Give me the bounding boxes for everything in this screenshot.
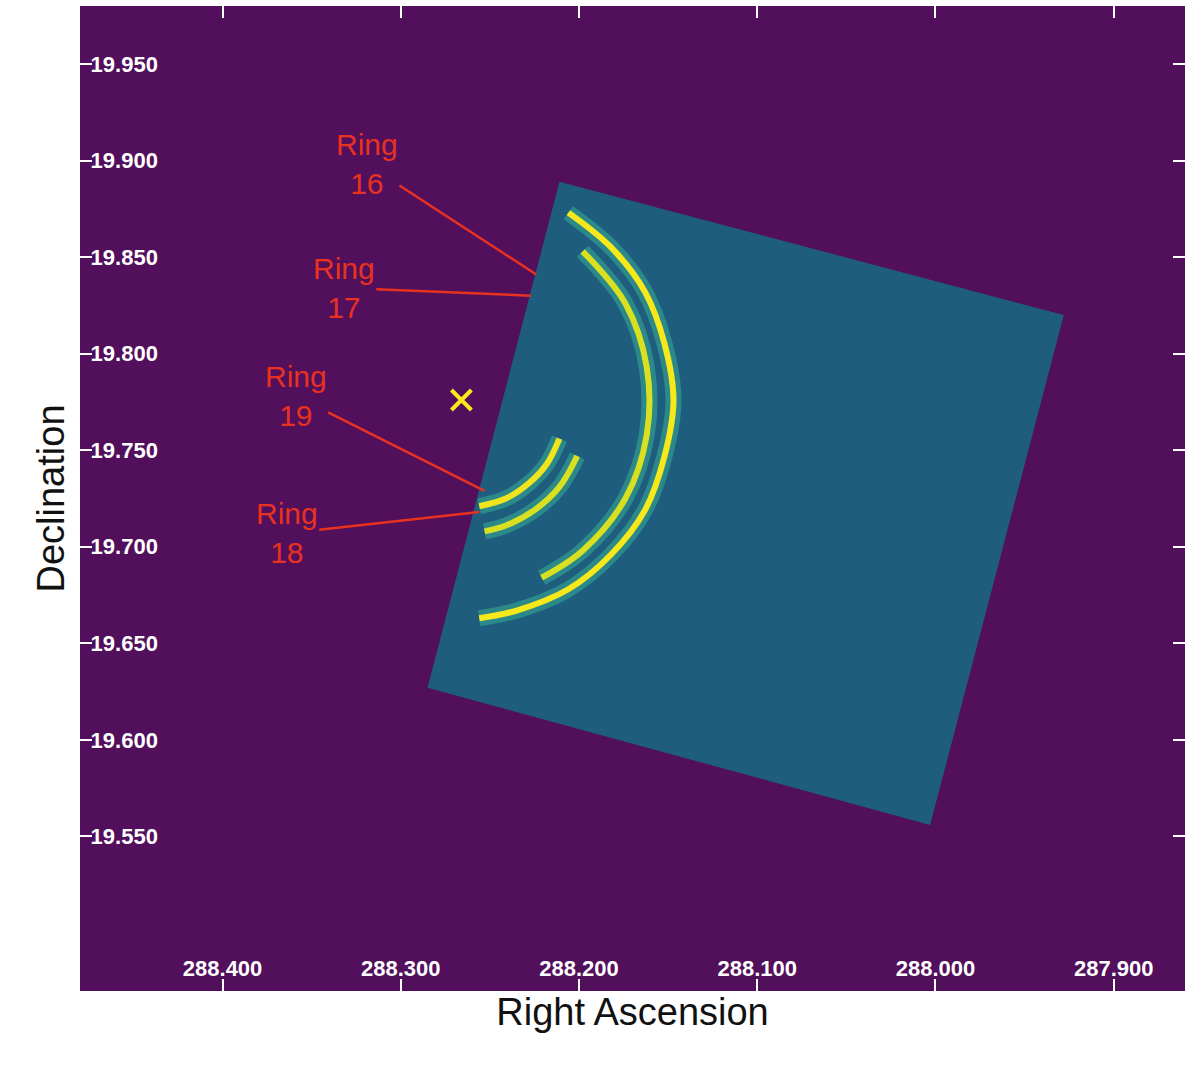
- svg-text:Right Ascension: Right Ascension: [496, 991, 769, 1033]
- svg-text:288.100: 288.100: [717, 956, 797, 981]
- svg-text:19.700: 19.700: [91, 534, 158, 559]
- svg-text:Ring18: Ring18: [256, 497, 318, 569]
- svg-text:19.550: 19.550: [91, 824, 158, 849]
- svg-text:288.000: 288.000: [896, 956, 976, 981]
- svg-text:19.850: 19.850: [91, 245, 158, 270]
- svg-text:287.900: 287.900: [1074, 956, 1154, 981]
- svg-text:19.900: 19.900: [91, 148, 158, 173]
- svg-text:19.950: 19.950: [91, 52, 158, 77]
- svg-text:Ring19: Ring19: [265, 360, 327, 432]
- svg-text:288.300: 288.300: [361, 956, 441, 981]
- svg-text:19.600: 19.600: [91, 728, 158, 753]
- svg-text:Ring16: Ring16: [336, 128, 398, 200]
- svg-text:19.750: 19.750: [91, 438, 158, 463]
- svg-text:Declination: Declination: [30, 405, 72, 593]
- svg-text:288.200: 288.200: [539, 956, 619, 981]
- svg-text:19.650: 19.650: [91, 631, 158, 656]
- svg-text:19.800: 19.800: [91, 341, 158, 366]
- svg-text:288.400: 288.400: [183, 956, 263, 981]
- svg-text:Ring17: Ring17: [313, 252, 375, 324]
